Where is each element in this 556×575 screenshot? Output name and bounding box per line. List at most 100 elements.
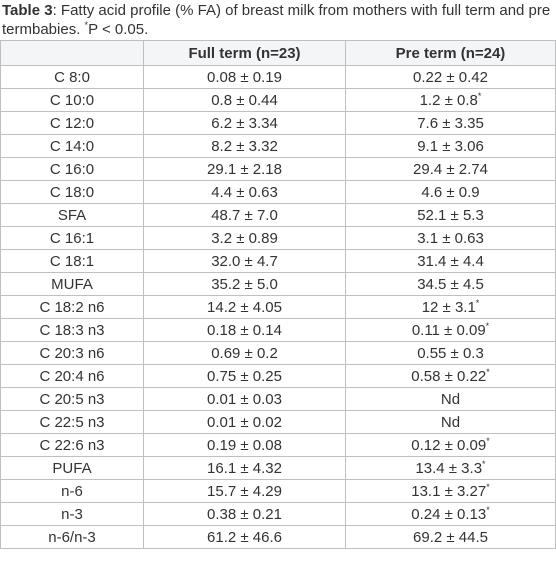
table-cell: 7.6 ± 3.35 <box>345 111 556 135</box>
table-row: C 18:3 n3 0.18 ± 0.14 0.11 ± 0.09* <box>0 318 556 342</box>
table-cell: 31.4 ± 4.4 <box>345 249 556 273</box>
table-cell: 35.2 ± 5.0 <box>143 272 346 296</box>
table-row: C 20:3 n6 0.69 ± 0.2 0.55 ± 0.3 <box>0 341 556 365</box>
caption-note: * <box>84 20 89 30</box>
cell-note: * <box>486 481 490 492</box>
table-cell: 12 ± 3.1* <box>345 295 556 319</box>
cell-text: 13.1 ± 3.27 <box>411 482 487 500</box>
header-row: Full term (n=23) Pre term (n=24) <box>0 40 556 66</box>
cell-note: * <box>485 320 490 331</box>
table-cell: C 22:5 n3 <box>0 410 144 434</box>
table-cell: 8.2 ± 3.32 <box>143 134 346 158</box>
header-cell <box>0 40 144 66</box>
table-cell: 1.2 ± 0.8* <box>345 88 556 112</box>
table-cell: C 8:0 <box>0 65 144 89</box>
table-cell: 14.2 ± 4.05 <box>143 295 346 319</box>
table-cell: 69.2 ± 44.5 <box>345 525 556 549</box>
table-cell: 0.38 ± 0.21 <box>143 502 346 526</box>
table-cell: 6.2 ± 3.34 <box>143 111 346 135</box>
table-cell: 34.5 ± 4.5 <box>345 272 556 296</box>
cell-text: 0.12 ± 0.09 <box>411 436 487 454</box>
table-cell: n-6/n-3 <box>0 525 144 549</box>
table-cell: 9.1 ± 3.06 <box>345 134 556 158</box>
table-cell: 0.69 ± 0.2 <box>143 341 346 365</box>
table-cell: C 20:3 n6 <box>0 341 144 365</box>
table-cell: Nd <box>345 410 556 434</box>
table-row: C 14:0 8.2 ± 3.32 9.1 ± 3.06 <box>0 134 556 158</box>
table-row: C 20:5 n3 0.01 ± 0.03 Nd <box>0 387 556 411</box>
table-cell: 4.6 ± 0.9 <box>345 180 556 204</box>
table-cell: C 12:0 <box>0 111 144 135</box>
table-row: n-3 0.38 ± 0.21 0.24 ± 0.13* <box>0 502 556 526</box>
table-cell: 0.8 ± 0.44 <box>143 88 346 112</box>
cell-note: * <box>477 90 482 101</box>
table-cell: C 16:1 <box>0 226 144 250</box>
table-cell: 0.01 ± 0.02 <box>143 410 346 434</box>
table-cell: 3.2 ± 0.89 <box>143 226 346 250</box>
table-cell: 16.1 ± 4.32 <box>143 456 346 480</box>
table-cell: 29.4 ± 2.74 <box>345 157 556 181</box>
cell-note: * <box>486 366 490 377</box>
table-cell: C 20:4 n6 <box>0 364 144 388</box>
table-cell: 48.7 ± 7.0 <box>143 203 346 227</box>
table-cell: 0.24 ± 0.13* <box>345 502 556 526</box>
table-cell: 0.58 ± 0.22* <box>345 364 556 388</box>
data-table: Full term (n=23) Pre term (n=24) C 8:0 0.0… <box>0 40 556 549</box>
cell-text: 0.11 ± 0.09 <box>411 321 486 339</box>
table-cell: 13.1 ± 3.27* <box>345 479 556 503</box>
table-cell: 3.1 ± 0.63 <box>345 226 556 250</box>
cell-text: 12 ± 3.1 <box>421 298 476 316</box>
table-cell: Nd <box>345 387 556 411</box>
cell-text: 0.58 ± 0.22 <box>411 367 487 385</box>
table-row: C 22:6 n3 0.19 ± 0.08 0.12 ± 0.09* <box>0 433 556 457</box>
cell-note: * <box>475 297 480 308</box>
table-cell: 0.75 ± 0.25 <box>143 364 346 388</box>
table-cell: SFA <box>0 203 144 227</box>
table-cell: n-6 <box>0 479 144 503</box>
table-row: C 16:0 29.1 ± 2.18 29.4 ± 2.74 <box>0 157 556 181</box>
table-row: C 18:1 32.0 ± 4.7 31.4 ± 4.4 <box>0 249 556 273</box>
table-cell: 0.22 ± 0.42 <box>345 65 556 89</box>
table-cell: C 18:1 <box>0 249 144 273</box>
table-cell: 52.1 ± 5.3 <box>345 203 556 227</box>
table-cell: C 20:5 n3 <box>0 387 144 411</box>
table-cell: C 22:6 n3 <box>0 433 144 457</box>
table-cell: C 18:0 <box>0 180 144 204</box>
cell-text: 13.4 ± 3.3 <box>415 459 483 477</box>
table-row: SFA 48.7 ± 7.0 52.1 ± 5.3 <box>0 203 556 227</box>
table-row: C 8:0 0.08 ± 0.19 0.22 ± 0.42 <box>0 65 556 89</box>
table-cell: 0.55 ± 0.3 <box>345 341 556 365</box>
table-cell: 0.01 ± 0.03 <box>143 387 346 411</box>
table-cell: C 18:2 n6 <box>0 295 144 319</box>
cell-note: * <box>482 458 486 469</box>
table-row: C 16:1 3.2 ± 0.89 3.1 ± 0.63 <box>0 226 556 250</box>
table-row: C 10:0 0.8 ± 0.44 1.2 ± 0.8* <box>0 88 556 112</box>
table-row: C 20:4 n6 0.75 ± 0.25 0.58 ± 0.22* <box>0 364 556 388</box>
caption-text: : Fatty acid profile (% FA) of breast mi… <box>2 2 551 38</box>
header-cell: Full term (n=23) <box>143 40 346 66</box>
table-cell: 0.19 ± 0.08 <box>143 433 346 457</box>
cell-text: 1.2 ± 0.8 <box>419 91 478 109</box>
table-cell: C 16:0 <box>0 157 144 181</box>
table-row: C 22:5 n3 0.01 ± 0.02 Nd <box>0 410 556 434</box>
table-cell: 15.7 ± 4.29 <box>143 479 346 503</box>
header-cell: Pre term (n=24) <box>345 40 556 66</box>
table-cell: C 14:0 <box>0 134 144 158</box>
table-cell: PUFA <box>0 456 144 480</box>
table-row: C 12:0 6.2 ± 3.34 7.6 ± 3.35 <box>0 111 556 135</box>
table-row: C 18:2 n6 14.2 ± 4.05 12 ± 3.1* <box>0 295 556 319</box>
cell-text: 0.24 ± 0.13 <box>411 505 487 523</box>
cell-note: * <box>486 435 490 446</box>
caption-text: P < 0.05. <box>88 21 149 38</box>
table-row: PUFA 16.1 ± 4.32 13.4 ± 3.3* <box>0 456 556 480</box>
table-cell: 29.1 ± 2.18 <box>143 157 346 181</box>
table-cell: 0.11 ± 0.09* <box>345 318 556 342</box>
table-cell: 13.4 ± 3.3* <box>345 456 556 480</box>
table-cell: 61.2 ± 46.6 <box>143 525 346 549</box>
cell-note: * <box>486 504 490 515</box>
table-cell: 0.12 ± 0.09* <box>345 433 556 457</box>
table-cell: 0.08 ± 0.19 <box>143 65 346 89</box>
table-row: n-6 15.7 ± 4.29 13.1 ± 3.27* <box>0 479 556 503</box>
table-cell: 4.4 ± 0.63 <box>143 180 346 204</box>
